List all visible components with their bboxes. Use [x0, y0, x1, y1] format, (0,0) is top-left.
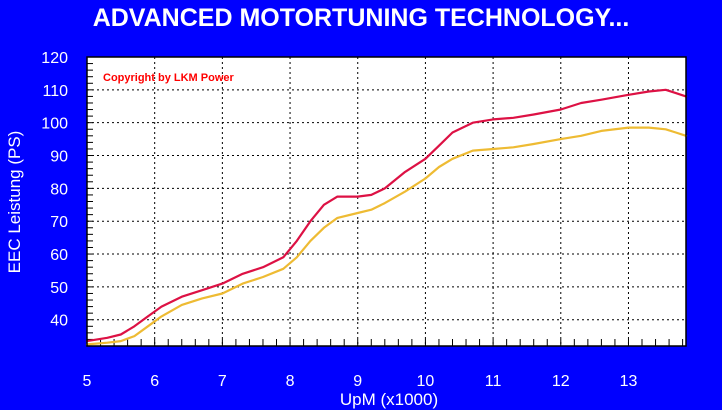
y-tick-label: 100: [41, 116, 68, 133]
series-line-1: [85, 88, 688, 343]
grid-lines: [87, 57, 686, 346]
y-axis-label: EEC Leistung (PS): [5, 131, 24, 274]
y-tick-label: 70: [50, 214, 68, 231]
x-tick-label: 11: [485, 373, 502, 390]
x-tick-label: 5: [83, 373, 92, 390]
y-axis-ticks: 40 50 60 70 80 90 100 110 120: [41, 50, 68, 330]
plot-border: [86, 56, 687, 347]
x-tick-label: 10: [417, 373, 435, 390]
x-tick-label: 9: [353, 373, 362, 390]
y-tick-label: 40: [50, 313, 68, 330]
series-lines: [85, 88, 688, 346]
y-tick-label: 80: [50, 181, 68, 198]
y-tick-label: 60: [50, 247, 68, 264]
x-tick-label: 8: [286, 373, 295, 390]
copyright-annotation: Copyright by LKM Power: [103, 72, 235, 84]
x-axis-label: UpM (x1000): [340, 390, 438, 409]
x-tick-label: 12: [552, 373, 570, 390]
y-tick-label: 110: [42, 83, 68, 100]
y-tick-label: 50: [50, 280, 68, 297]
x-tick-label: 6: [150, 373, 159, 390]
chart-title: ADVANCED MOTORTUNING TECHNOLOGY...: [93, 4, 630, 32]
x-tick-label: 7: [218, 373, 227, 390]
series-line-2: [85, 126, 688, 346]
minor-ticks: [87, 63, 684, 346]
x-tick-label: 13: [620, 373, 638, 390]
y-tick-label: 90: [50, 149, 68, 166]
x-axis-ticks: 5 6 7 8 9 10 11 12 13: [83, 373, 638, 390]
y-tick-label: 120: [41, 50, 68, 67]
